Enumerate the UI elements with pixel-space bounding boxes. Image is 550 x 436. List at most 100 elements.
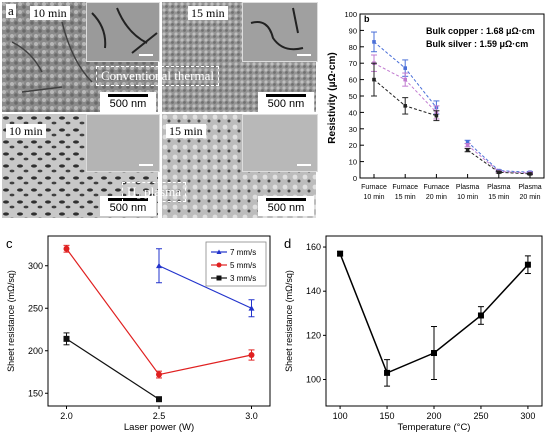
scale-bar-label: 500 nm — [267, 202, 305, 214]
y-axis-label: Sheet resistance (mΩ/sq) — [6, 270, 16, 372]
scale-bar: 500 nm — [258, 92, 314, 112]
y-tick-label: 100 — [344, 10, 357, 19]
y-tick-label: 80 — [349, 43, 357, 52]
x-tick-label: 20 min — [519, 194, 540, 201]
y-tick-label: 0 — [353, 174, 357, 183]
x-tick-label: 200 — [426, 411, 441, 421]
data-point — [63, 245, 70, 252]
tile-label: 15 min — [166, 124, 206, 138]
bulk-copper-note: Bulk copper : 1.68 μΩ·cm — [426, 26, 535, 36]
data-series — [371, 62, 533, 176]
y-tick-label: 90 — [349, 26, 357, 35]
legend: 7 mm/s 5 mm/s 3 mm/s — [205, 241, 267, 287]
inset-cracked-1 — [86, 2, 160, 62]
data-series — [63, 332, 162, 403]
bulk-silver-note: Bulk silver : 1.59 μΩ·cm — [426, 39, 528, 49]
panel-letter-d: d — [284, 236, 291, 251]
x-axis-label: Laser power (W) — [124, 422, 194, 433]
panel-c: c Laser power (W) Sheet resistance (mΩ/s… — [0, 228, 278, 436]
series-line — [66, 338, 160, 400]
chart-c-svg: c Laser power (W) Sheet resistance (mΩ/s… — [6, 235, 271, 433]
data-point — [403, 77, 407, 82]
data-point — [465, 148, 470, 152]
data-point — [216, 249, 222, 254]
plot-frame — [325, 235, 543, 407]
x-tick-label: 250 — [473, 411, 488, 421]
y-tick-label: 120 — [306, 330, 321, 340]
inset-smooth-1 — [86, 114, 160, 172]
tile-label: 15 min — [188, 6, 228, 20]
x-tick-label: 150 — [380, 411, 395, 421]
data-point — [465, 143, 470, 147]
chart-d-svg: d Temperature (°C) Sheet resistance (mΩ/… — [284, 235, 543, 433]
data-point — [337, 250, 344, 257]
panel-letter-c: c — [6, 236, 13, 251]
caption-conventional-thermal: Conventional thermal — [96, 66, 220, 86]
panel-b: b Bulk copper : 1.68 μΩ·cm Bulk silver :… — [322, 0, 550, 222]
data-series — [337, 250, 531, 387]
inset-cracked-2 — [242, 2, 318, 62]
data-point — [216, 275, 222, 281]
x-tick-label: 2.5 — [153, 411, 166, 421]
scale-bar-label: 500 nm — [109, 202, 147, 214]
data-point — [434, 113, 439, 118]
x-tick-label: 3.0 — [245, 411, 258, 421]
x-tick-label: 100 — [333, 411, 348, 421]
x-tick-label: Furnace — [392, 184, 418, 191]
data-point — [156, 396, 162, 403]
y-tick-label: 100 — [306, 375, 321, 385]
x-tick-label: 15 min — [488, 194, 509, 201]
series-line — [467, 149, 531, 175]
y-tick-label: 40 — [349, 108, 357, 117]
x-tick-label: 2.0 — [60, 411, 73, 421]
data-series — [156, 248, 255, 318]
y-axis-label: Resistivity (μΩ·cm) — [327, 52, 338, 143]
scale-bar-label: 500 nm — [267, 98, 305, 110]
tile-label: 10 min — [6, 124, 46, 138]
panel-d: d Temperature (°C) Sheet resistance (mΩ/… — [278, 228, 550, 436]
data-point — [216, 262, 222, 268]
scale-bar-label: 500 nm — [109, 98, 147, 110]
x-tick-label: Plasma — [487, 184, 510, 191]
data-point — [403, 104, 407, 108]
y-tick-label: 30 — [349, 125, 357, 134]
x-tick-label: Plasma — [456, 184, 479, 191]
x-tick-label: Plasma — [518, 184, 541, 191]
y-tick-label: 20 — [349, 141, 357, 150]
y-tick-label: 70 — [349, 59, 357, 68]
caption-h2-plasma: H₂ plasma — [122, 182, 186, 202]
panel-letter-a: a — [6, 3, 16, 18]
x-tick-label: Furnace — [424, 184, 450, 191]
data-point — [248, 305, 255, 311]
data-point — [156, 371, 162, 378]
tile-label: 10 min — [30, 6, 70, 20]
x-tick-label: 10 min — [363, 194, 384, 201]
plot-frame — [359, 13, 545, 179]
legend-label: 7 mm/s — [230, 248, 256, 257]
data-point — [372, 77, 376, 82]
data-point — [156, 262, 162, 269]
y-tick-label: 10 — [349, 158, 357, 167]
y-axis-label: Sheet resistance (mΩ/sq) — [284, 270, 294, 372]
y-tick-label: 160 — [306, 242, 321, 252]
legend-label: 5 mm/s — [230, 261, 256, 270]
y-tick-label: 140 — [306, 286, 321, 296]
data-point — [63, 335, 70, 342]
data-point — [431, 350, 437, 357]
chart-b-svg: b Bulk copper : 1.68 μΩ·cm Bulk silver :… — [327, 10, 545, 201]
data-point — [497, 170, 501, 175]
panel-letter-b: b — [364, 14, 370, 24]
x-axis-label: Temperature (°C) — [398, 422, 471, 433]
data-point — [524, 261, 531, 268]
data-point — [528, 172, 532, 176]
inset-smooth-2 — [242, 114, 318, 172]
scale-bar: 500 nm — [100, 92, 156, 112]
x-tick-label: 20 min — [426, 194, 447, 201]
y-tick-label: 200 — [28, 346, 43, 356]
x-tick-label: Furnace — [361, 184, 387, 191]
x-tick-label: 300 — [520, 411, 535, 421]
x-tick-label: 10 min — [457, 194, 478, 201]
series-line — [158, 265, 252, 309]
data-point — [248, 352, 255, 358]
data-point — [384, 369, 391, 376]
